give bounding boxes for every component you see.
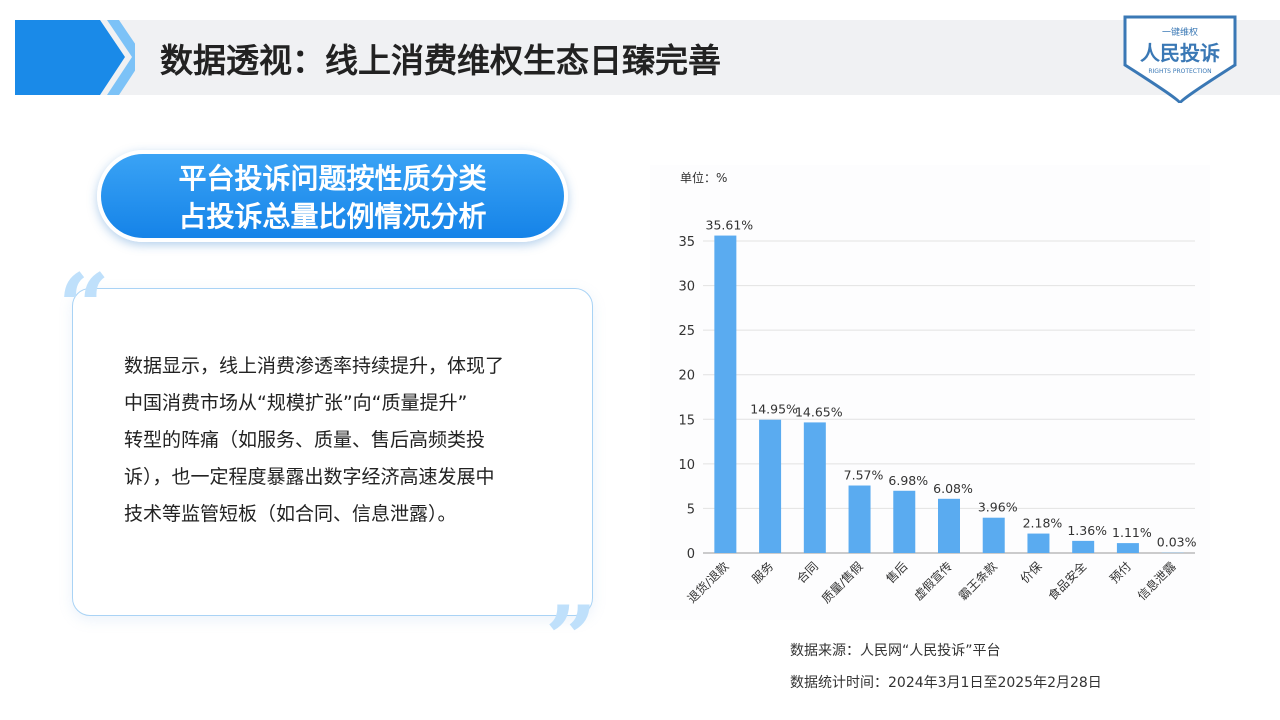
bar	[714, 235, 737, 553]
bar	[1116, 543, 1139, 553]
panel-line: 转型的阵痛（如服务、质量、售后高频类投	[124, 429, 486, 451]
value-label: 2.18%	[1023, 516, 1063, 531]
logo-main: 人民投诉	[1140, 41, 1220, 65]
value-label: 7.57%	[844, 468, 884, 483]
value-label: 3.96%	[978, 500, 1018, 515]
logo: 一键维权 人民投诉 RIGHTS PROTECTION	[1123, 15, 1237, 104]
y-tick-label: 35	[678, 235, 695, 250]
quote-close: ”	[545, 586, 597, 692]
x-tick-label: 质量/售假	[818, 559, 865, 606]
logo-top: 一键维权	[1162, 26, 1198, 38]
bar	[803, 422, 826, 553]
period: 数据统计时间：2024年3月1日至2025年2月28日	[790, 675, 1102, 691]
logo-sub: RIGHTS PROTECTION	[1148, 68, 1211, 75]
value-label: 6.08%	[933, 481, 973, 496]
bar	[848, 485, 871, 553]
value-label: 6.98%	[888, 473, 928, 488]
x-tick-label: 预付	[1107, 559, 1134, 586]
bar	[982, 517, 1005, 553]
text-panel	[72, 288, 593, 616]
value-label: 35.61%	[706, 218, 754, 233]
panel-line: 技术等监管短板（如合同、信息泄露）。	[124, 503, 457, 525]
x-tick-label: 虚假宣传	[911, 559, 956, 604]
value-label: 14.65%	[795, 404, 843, 419]
x-tick-label: 退货/退款	[684, 559, 731, 606]
panel-line: 诉），也一定程度暴露出数字经济高速发展中	[124, 466, 495, 488]
y-tick-label: 30	[678, 280, 695, 295]
header-bar	[15, 20, 1280, 95]
subtitle-pill: 平台投诉问题按性质分类 占投诉总量比例情况分析	[97, 150, 568, 242]
value-label: 0.03%	[1157, 535, 1197, 550]
panel-line: 中国消费市场从“规模扩张”向“质量提升”	[124, 392, 468, 414]
bar	[938, 498, 960, 553]
bar	[1027, 533, 1050, 553]
x-tick-label: 售后	[883, 559, 911, 587]
value-label: 1.36%	[1067, 523, 1107, 538]
x-tick-label: 服务	[749, 559, 777, 587]
quote-open: “	[58, 254, 110, 360]
y-tick-label: 0	[687, 547, 695, 562]
unit-label: 单位：%	[680, 170, 727, 185]
value-label: 14.95%	[750, 402, 798, 417]
chevrons	[15, 20, 135, 95]
x-tick-label: 食品安全	[1045, 559, 1090, 604]
x-tick-label: 价保	[1018, 559, 1045, 586]
y-tick-label: 15	[678, 413, 695, 428]
y-tick-label: 25	[678, 324, 695, 339]
x-tick-label: 合同	[793, 559, 821, 587]
subtitle-line: 占投诉总量比例情况分析	[178, 200, 487, 233]
x-tick-label: 信息泄露	[1134, 559, 1179, 604]
y-tick-label: 20	[678, 369, 695, 384]
subtitle-line: 平台投诉问题按性质分类	[178, 162, 487, 195]
bar	[893, 490, 916, 553]
y-tick-label: 5	[687, 502, 695, 517]
chart-bg	[650, 165, 1210, 620]
panel-text: 数据显示，线上消费渗透率持续提升，体现了 中国消费市场从“规模扩张”向“质量提升”…	[124, 348, 504, 533]
page-title: 数据透视：线上消费维权生态日臻完善	[160, 41, 721, 80]
value-label: 1.11%	[1112, 525, 1152, 540]
panel-line: 数据显示，线上消费渗透率持续提升，体现了	[124, 355, 505, 377]
y-tick-label: 10	[678, 458, 695, 473]
x-tick-label: 霸王条款	[956, 559, 1000, 603]
bar	[1072, 540, 1095, 553]
source: 数据来源：人民网“人民投诉”平台	[790, 643, 1001, 659]
bar	[759, 419, 782, 553]
